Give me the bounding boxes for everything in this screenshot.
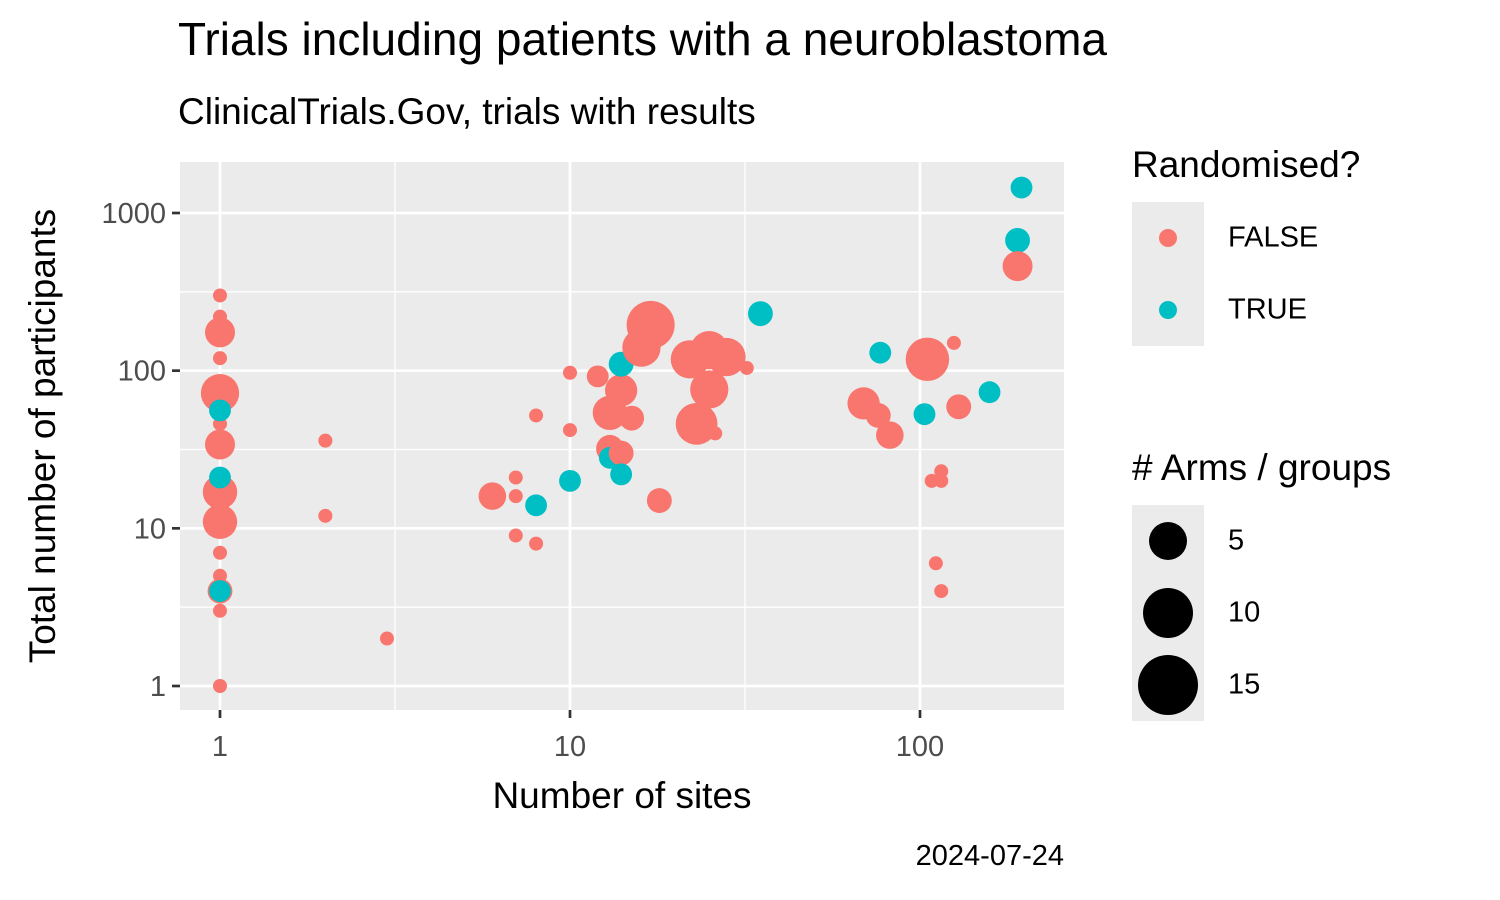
point-non-randomised <box>946 335 961 350</box>
legend-key-true-dot <box>1159 301 1177 319</box>
point-non-randomised <box>934 584 949 599</box>
point-non-randomised <box>508 489 523 504</box>
point-randomised <box>869 341 892 364</box>
point-non-randomised <box>1002 251 1033 282</box>
point-non-randomised <box>529 536 544 551</box>
point-non-randomised <box>318 508 333 523</box>
point-non-randomised <box>508 470 523 485</box>
legend-label-15: 15 <box>1228 668 1261 701</box>
y-tick-label: 1000 <box>101 198 166 230</box>
point-non-randomised <box>934 473 949 488</box>
point-non-randomised <box>200 374 240 413</box>
point-non-randomised <box>707 337 746 377</box>
point-non-randomised <box>626 300 675 349</box>
point-randomised <box>913 403 936 426</box>
point-non-randomised <box>928 556 943 571</box>
chart-subtitle: ClinicalTrials.Gov, trials with results <box>178 91 756 132</box>
point-non-randomised <box>905 337 950 382</box>
point-non-randomised <box>213 603 227 618</box>
point-non-randomised <box>586 365 609 388</box>
point-randomised <box>1010 176 1033 199</box>
legend-item-true: TRUE <box>1132 274 1307 346</box>
legend-arms-title: # Arms / groups <box>1132 447 1392 488</box>
legend-label-false: FALSE <box>1228 221 1319 254</box>
legend-item-15: 15 <box>1132 649 1260 721</box>
chart-caption-date: 2024-07-24 <box>915 840 1064 872</box>
point-non-randomised <box>213 545 227 560</box>
y-tick-label: 100 <box>118 356 166 388</box>
x-axis: 1 10 100 <box>212 710 944 763</box>
legend-item-10: 10 <box>1132 577 1260 649</box>
plot-panel <box>180 162 1064 710</box>
legend-label-true: TRUE <box>1228 293 1307 326</box>
point-non-randomised <box>646 488 672 514</box>
point-non-randomised <box>690 370 729 409</box>
point-non-randomised <box>739 360 754 375</box>
legend-randomised-keys: FALSE TRUE <box>1132 202 1318 346</box>
point-randomised <box>1005 227 1030 253</box>
point-non-randomised <box>213 679 227 693</box>
x-tick-label: 10 <box>554 731 586 763</box>
legend-label-5: 5 <box>1228 524 1245 557</box>
point-non-randomised <box>605 374 638 407</box>
y-axis-title: Total number of participants <box>22 209 63 664</box>
legend-randomised-title: Randomised? <box>1132 144 1361 185</box>
point-randomised <box>209 466 231 489</box>
legend-key-5-dot <box>1149 522 1187 560</box>
point-non-randomised <box>318 433 333 448</box>
point-non-randomised <box>619 405 645 431</box>
point-non-randomised <box>202 504 238 539</box>
legend-randomised: Randomised? FALSE TRUE <box>1132 144 1360 346</box>
legend-key-false-dot <box>1159 229 1177 247</box>
point-non-randomised <box>529 408 544 423</box>
legend-label-10: 10 <box>1228 596 1261 629</box>
point-randomised <box>747 301 773 327</box>
point-non-randomised <box>563 423 577 438</box>
legend-key-10-dot <box>1143 588 1193 638</box>
point-randomised <box>209 580 231 603</box>
point-randomised <box>610 463 633 486</box>
point-randomised <box>559 469 581 492</box>
x-axis-title: Number of sites <box>492 775 751 816</box>
point-non-randomised <box>379 631 394 646</box>
legend-arms-keys: 5 10 15 <box>1132 505 1260 721</box>
point-non-randomised <box>608 440 634 466</box>
x-tick-label: 1 <box>212 731 228 763</box>
point-non-randomised <box>205 317 235 348</box>
point-non-randomised <box>563 365 577 380</box>
point-non-randomised <box>876 421 904 449</box>
point-non-randomised <box>508 528 523 543</box>
legend-key-15-dot <box>1138 655 1198 715</box>
chart-title: Trials including patients with a neurobl… <box>178 13 1108 65</box>
point-randomised <box>978 381 1001 404</box>
point-randomised <box>209 399 231 422</box>
point-non-randomised <box>708 426 723 441</box>
point-non-randomised <box>865 403 891 428</box>
y-axis: 1 10 100 1000 <box>101 198 180 703</box>
legend-item-false: FALSE <box>1132 202 1318 274</box>
point-non-randomised <box>675 402 718 445</box>
point-non-randomised <box>213 288 227 303</box>
data-points <box>200 176 1033 693</box>
x-tick-label: 100 <box>896 731 944 763</box>
point-non-randomised <box>478 482 507 510</box>
y-tick-label: 10 <box>134 513 166 545</box>
legend-item-5: 5 <box>1132 505 1244 577</box>
point-randomised <box>525 494 548 517</box>
point-non-randomised <box>946 394 972 420</box>
y-tick-label: 1 <box>150 671 166 703</box>
point-non-randomised <box>205 429 235 460</box>
point-non-randomised <box>213 351 227 366</box>
legend-arms: # Arms / groups 5 10 15 <box>1132 447 1391 721</box>
point-non-randomised <box>934 464 949 479</box>
